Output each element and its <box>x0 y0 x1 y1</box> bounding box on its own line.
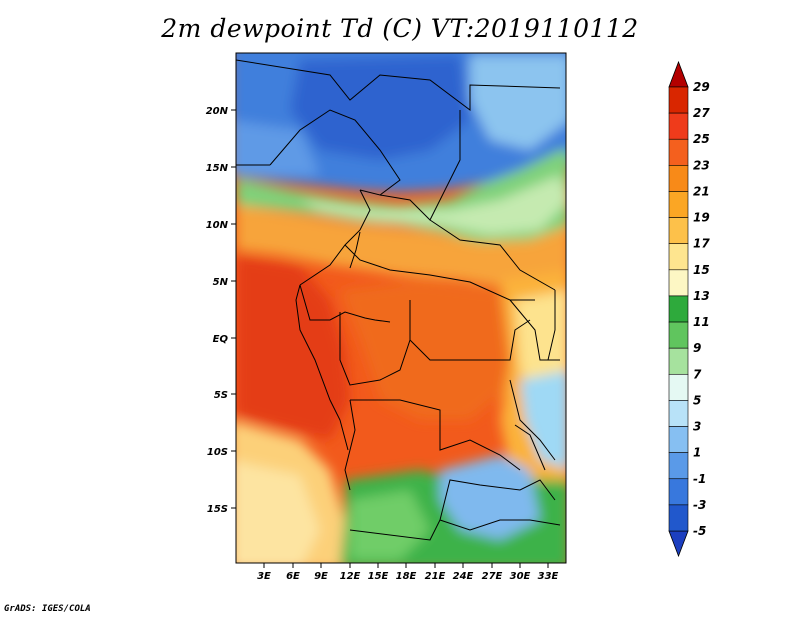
lon-label: 9E <box>314 571 328 582</box>
dewpoint-field <box>236 53 566 563</box>
lon-label: 3E <box>257 571 271 582</box>
colorbar-label: 1 <box>693 446 701 460</box>
country-borders <box>236 59 561 541</box>
colorbar-label: 13 <box>693 289 710 303</box>
lat-label: 10N <box>206 220 229 231</box>
lat-axis: 20N 15N 10N 5N EQ 5S 10S 15S <box>206 106 236 515</box>
lat-label: 15S <box>207 504 228 515</box>
colorbar-cell <box>668 295 689 323</box>
colorbar-label: 5 <box>693 393 701 407</box>
colorbar-cell <box>668 373 689 401</box>
lon-label: 30E <box>510 571 531 582</box>
lon-label: 24E <box>453 571 474 582</box>
colorbar-label: -5 <box>693 524 706 538</box>
colorbar-cell <box>668 86 689 114</box>
lon-label: 6E <box>286 571 300 582</box>
lon-label: 12E <box>340 571 361 582</box>
colorbar-cell <box>668 243 689 271</box>
colorbar-label: 3 <box>693 420 701 434</box>
colorbar-bottom-arrow <box>668 530 689 558</box>
lat-label: 5N <box>213 277 229 288</box>
lat-label: 10S <box>207 447 228 458</box>
colorbar-cell <box>668 112 689 140</box>
colorbar-cell <box>668 426 689 453</box>
colorbar-label: 7 <box>693 367 702 381</box>
colorbar-label: -1 <box>693 472 706 486</box>
colorbar-cell <box>668 138 689 166</box>
colorbar-cell <box>668 478 689 506</box>
colorbar-label: 19 <box>693 211 710 225</box>
colorbar-cell <box>668 504 689 532</box>
colorbar-cell <box>668 269 689 297</box>
lon-label: 15E <box>368 571 389 582</box>
lat-label: 20N <box>206 106 229 117</box>
lat-label: 5S <box>214 390 228 401</box>
colorbar-label: -3 <box>693 498 706 512</box>
map-title: 2m dewpoint Td (C) VT:2019110112 <box>161 14 639 43</box>
lat-label: EQ <box>213 334 229 345</box>
lon-label: 33E <box>538 571 559 582</box>
colorbar-cell <box>668 452 689 480</box>
lon-label: 18E <box>396 571 417 582</box>
colorbar-cell <box>668 347 689 375</box>
colorbar-cell <box>668 165 689 192</box>
colorbar: 29 27 25 23 21 19 17 15 13 11 9 7 5 3 1 -1 -3 -5 <box>668 60 710 558</box>
colorbar-cell <box>668 400 689 427</box>
colorbar-label: 9 <box>693 341 701 355</box>
colorbar-label: 15 <box>693 263 710 277</box>
lon-label: 21E <box>425 571 446 582</box>
colorbar-cell <box>668 217 689 245</box>
colorbar-label: 17 <box>693 237 710 251</box>
lon-label: 27E <box>482 571 503 582</box>
colorbar-label: 23 <box>693 158 710 172</box>
colorbar-label: 25 <box>693 132 710 146</box>
colorbar-label: 21 <box>693 184 710 198</box>
colorbar-label: 11 <box>693 315 710 329</box>
lat-label: 15N <box>206 163 229 174</box>
colorbar-cell <box>668 191 689 218</box>
lon-axis: 3E 6E 9E 12E 15E 18E 21E 24E 27E 30E 33E <box>257 563 559 582</box>
colorbar-top-arrow <box>668 60 689 88</box>
grads-credit: GrADS: IGES/COLA <box>4 604 91 614</box>
colorbar-label: 27 <box>693 106 710 120</box>
colorbar-cell <box>668 321 689 349</box>
map-frame <box>235 52 567 564</box>
colorbar-label: 29 <box>693 80 710 94</box>
